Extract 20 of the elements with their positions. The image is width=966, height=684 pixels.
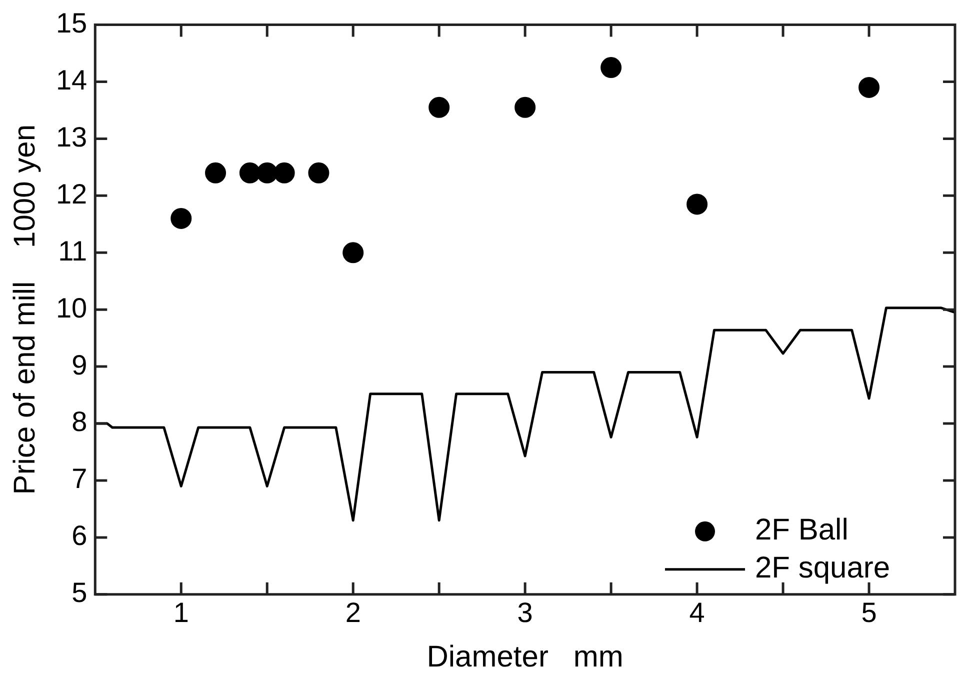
y-axis-title: Price of end mill 1000 yen — [8, 124, 42, 495]
x-tick-label: 5 — [861, 596, 877, 628]
y-tick-label: 11 — [58, 235, 88, 266]
y-tick-label: 6 — [72, 520, 88, 552]
y-tick-label: 7 — [72, 463, 88, 494]
x-tick-label: 4 — [689, 596, 705, 628]
x-tick-label: 3 — [517, 596, 533, 628]
y-tick-label: 15 — [56, 8, 88, 39]
y-tick-label: 9 — [72, 349, 88, 380]
y-tick-label: 12 — [56, 178, 88, 210]
y-tick-label: 10 — [56, 292, 88, 324]
y-tick-label: 13 — [56, 121, 88, 152]
legend-label: 2F Ball — [755, 514, 848, 547]
x-tick-label: 1 — [173, 596, 189, 628]
y-tick-label: 5 — [72, 577, 88, 608]
y-tick-label: 14 — [56, 64, 88, 96]
legend-label: 2F square — [755, 552, 890, 585]
x-tick-label: 2 — [345, 596, 361, 628]
x-axis-title: Diameter mm — [426, 640, 624, 674]
y-tick-label: 8 — [72, 406, 88, 438]
